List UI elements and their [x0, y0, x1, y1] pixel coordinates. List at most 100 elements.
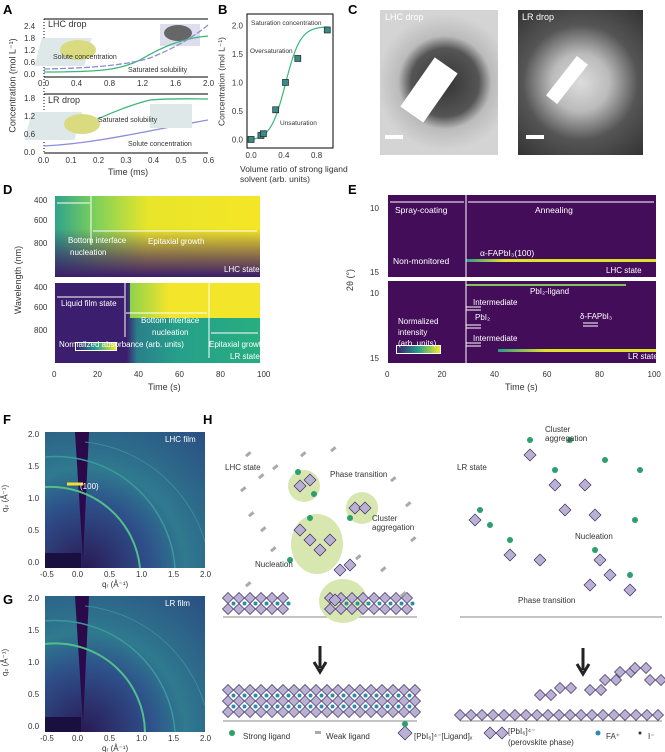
solute-curve-top	[43, 24, 209, 70]
legend-perovskite-icon	[495, 726, 509, 740]
octahedron-icon	[387, 706, 399, 718]
fa-ion-icon	[253, 601, 258, 606]
scale-overlay	[400, 57, 458, 123]
f-xtick: -0.5	[40, 570, 54, 579]
strong-ligand-icon	[347, 515, 353, 521]
h-lhc: LHC state	[225, 463, 261, 472]
h-legend-weak: Weak ligand	[326, 732, 370, 741]
octahedron-icon	[288, 706, 300, 718]
a-bottom-xtick: 0.5	[175, 156, 187, 165]
octahedron-icon	[454, 709, 466, 721]
strong-ligand-icon	[287, 557, 293, 563]
panel-label-c: C	[348, 2, 358, 17]
octahedron-icon	[346, 603, 358, 615]
b-data-point	[282, 79, 289, 86]
fa-ion-icon	[330, 704, 335, 709]
fa-ion-icon	[341, 704, 346, 709]
octahedron-icon	[277, 706, 289, 718]
a-bottom-xtick: 0.4	[148, 156, 160, 165]
octahedron-icon	[520, 709, 532, 721]
octahedron-icon	[390, 603, 402, 615]
strong-ligand-icon	[632, 517, 638, 523]
octahedron-icon	[409, 684, 421, 696]
octahedron-icon	[575, 709, 587, 721]
d-ytick-top: 600	[34, 216, 48, 225]
octahedron-icon	[343, 706, 355, 718]
e-xtick: 80	[595, 370, 604, 379]
octahedron-icon	[233, 603, 245, 615]
octahedron-icon	[398, 706, 410, 718]
strong-ligand-icon	[295, 469, 301, 475]
h-lr: LR state	[457, 463, 487, 472]
octahedron-icon	[299, 695, 311, 707]
octahedron-icon	[266, 695, 278, 707]
octahedron-icon	[387, 684, 399, 696]
octahedron-icon	[244, 695, 256, 707]
strong-ligand-icon	[637, 467, 643, 473]
scale-bar	[385, 135, 403, 139]
d-xtick: 100	[257, 370, 271, 379]
octahedron-icon	[354, 695, 366, 707]
octahedron-icon	[354, 684, 366, 696]
g-ytick: 1.0	[28, 658, 40, 667]
legend-perovskite-icon	[483, 726, 497, 740]
a-top-title: LHC drop	[48, 19, 87, 29]
octahedron-icon	[288, 684, 300, 696]
b-annot-oversaturation: Oversaturation	[250, 48, 293, 55]
b-data-point	[247, 136, 255, 143]
legend-iodide-icon	[638, 731, 642, 735]
fa-ion-icon	[407, 704, 412, 709]
f-xtick: 2.0	[200, 570, 212, 579]
c-left-title: LHC drop	[385, 12, 424, 22]
strong-ligand-icon	[602, 457, 608, 463]
fa-ion-icon	[231, 704, 236, 709]
strong-ligand-icon	[477, 507, 483, 513]
d-xtick: 20	[93, 370, 102, 379]
weak-ligand-icon	[355, 554, 362, 561]
a-bottom-xtick: 0.3	[120, 156, 132, 165]
panel-label-e: E	[348, 182, 357, 197]
octahedron-icon	[277, 684, 289, 696]
a-bottom-xtick: 0.6	[203, 156, 215, 165]
d-heatmap-lr	[55, 283, 260, 363]
fa-ion-icon	[286, 601, 291, 606]
octahedron-icon	[390, 592, 402, 604]
fa-ion-icon	[352, 704, 357, 709]
e-inter2: Intermediate	[473, 334, 518, 343]
octahedron-icon	[623, 583, 637, 597]
weak-ligand-icon	[300, 451, 307, 458]
down-arrow-icon	[575, 648, 591, 677]
a-top-ytick: 1.2	[24, 46, 36, 55]
octahedron-icon	[365, 695, 377, 707]
d-bottom-l1: Bottom interface	[141, 316, 200, 325]
a-solute-label-top: Solute concentration	[53, 54, 117, 61]
fa-ion-icon	[396, 693, 401, 698]
b-ytick: 1.0	[232, 78, 244, 87]
panel-b-chart: 0.0 0.5 1.0 1.5 2.0 0.0 0.4 0.8	[232, 13, 334, 160]
octahedron-icon	[358, 501, 372, 515]
b-data-point	[323, 26, 331, 34]
octahedron-icon	[321, 684, 333, 696]
fa-ion-icon	[399, 601, 404, 606]
octahedron-icon	[321, 695, 333, 707]
octahedron-icon	[222, 592, 234, 604]
panel-label-a: A	[3, 2, 13, 17]
a-xlabel: Time (ms)	[108, 167, 149, 177]
a-bottom-xtick: 0.2	[93, 156, 105, 165]
panel-label-d: D	[3, 182, 13, 197]
fa-ion-icon	[253, 693, 258, 698]
legend-complex-icon	[397, 725, 413, 741]
fa-ion-icon	[264, 693, 269, 698]
f-xlabel: qᵣ (Å⁻¹)	[102, 580, 129, 589]
octahedron-icon	[398, 695, 410, 707]
e-xlabel: Time (s)	[505, 382, 538, 392]
octahedron-icon	[255, 603, 267, 615]
octahedron-icon	[299, 684, 311, 696]
drop-icon	[60, 40, 96, 60]
octahedron-icon	[310, 684, 322, 696]
d-ytick-top: 800	[34, 239, 48, 248]
octahedron-icon	[533, 553, 547, 567]
d-xlabel: Time (s)	[148, 382, 181, 392]
g-ytick: 2.0	[28, 594, 40, 603]
